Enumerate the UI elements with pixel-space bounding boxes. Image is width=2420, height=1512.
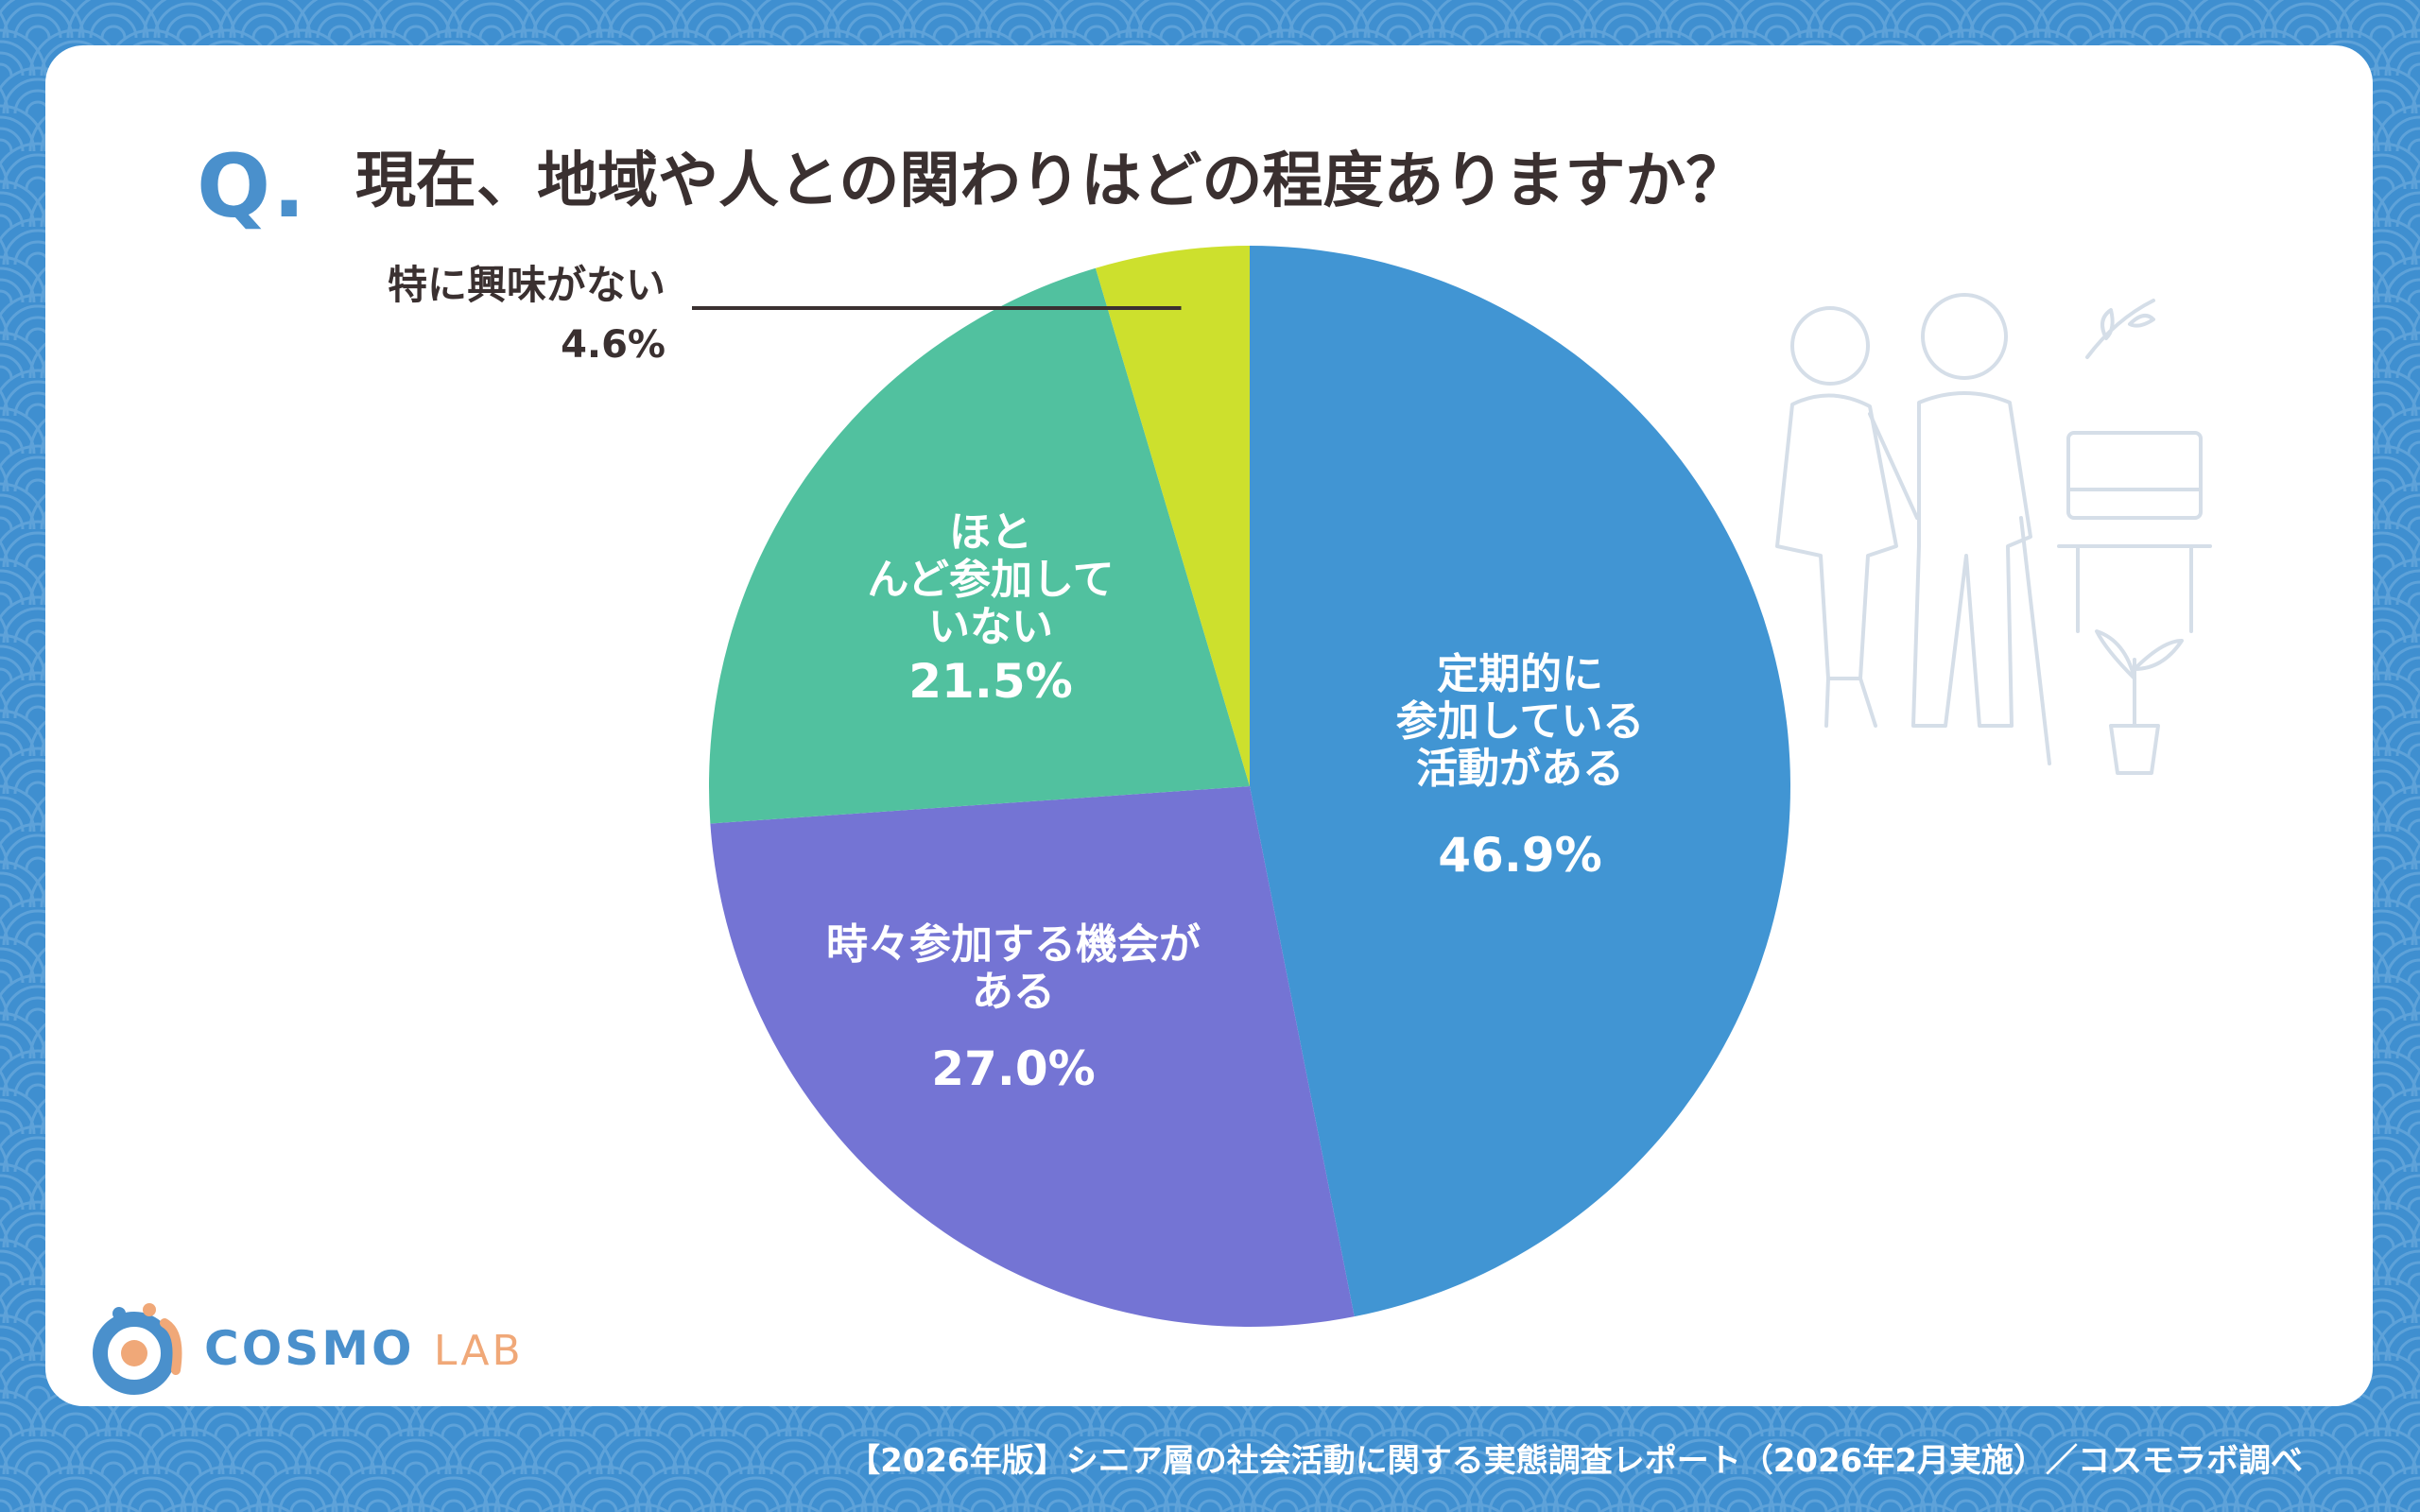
slice-label-0-line-0: 定期的に	[1437, 650, 1603, 698]
leaf-sprig	[2085, 299, 2155, 359]
bench-seat	[2057, 488, 2212, 633]
woman-arm	[1868, 412, 1919, 520]
woman-legs	[1824, 677, 1877, 728]
slice-label-3-line-0: 特に興味がない	[388, 262, 666, 308]
pie-slice-1	[710, 786, 1355, 1327]
man-body	[1911, 391, 2032, 728]
senior-couple-illustration	[1775, 293, 2212, 775]
slice-value-0: 46.9%	[1438, 828, 1601, 883]
potted-plant	[2095, 629, 2184, 775]
slice-label-0-line-2: 活動がある	[1416, 745, 1624, 793]
slice-value-3: 4.6%	[561, 323, 666, 367]
slice-label-1-line-1: ある	[972, 968, 1055, 1016]
man-head	[1921, 293, 2008, 380]
logo-mark-icon	[93, 1303, 182, 1395]
slice-value-2: 21.5%	[908, 654, 1072, 709]
woman-body	[1775, 393, 1898, 680]
logo-brand: COSMO	[204, 1321, 415, 1376]
slice-label-2-line-1: んど参加して	[867, 556, 1114, 604]
slice-label-1-line-0: 時々参加する機会が	[826, 920, 1201, 969]
slice-value-1: 27.0%	[931, 1041, 1095, 1096]
slice-label-2-line-0: ほと	[949, 508, 1032, 557]
woman-head	[1790, 306, 1870, 386]
slice-label-0-line-1: 参加している	[1396, 697, 1645, 746]
pie-slice-3	[1095, 246, 1250, 786]
walking-cane	[2019, 516, 2051, 765]
question-mark-label: Q.	[197, 136, 308, 237]
pie-slice-0	[1250, 246, 1790, 1317]
source-footer: 【2026年版】シニア層の社会活動に関する実態調査レポート（2026年2月実施）…	[848, 1442, 2303, 1480]
pie-slice-2	[709, 267, 1250, 824]
cosmolab-logo: COSMO LAB	[91, 1295, 521, 1406]
bench-back	[2066, 431, 2203, 520]
slice-label-2-line-2: いない	[928, 603, 1053, 651]
logo-text: COSMO LAB	[204, 1321, 524, 1376]
logo-brand-suffix: LAB	[433, 1327, 524, 1375]
question-title: 現在、地域や人との関わりはどの程度ありますか？	[355, 146, 1747, 216]
